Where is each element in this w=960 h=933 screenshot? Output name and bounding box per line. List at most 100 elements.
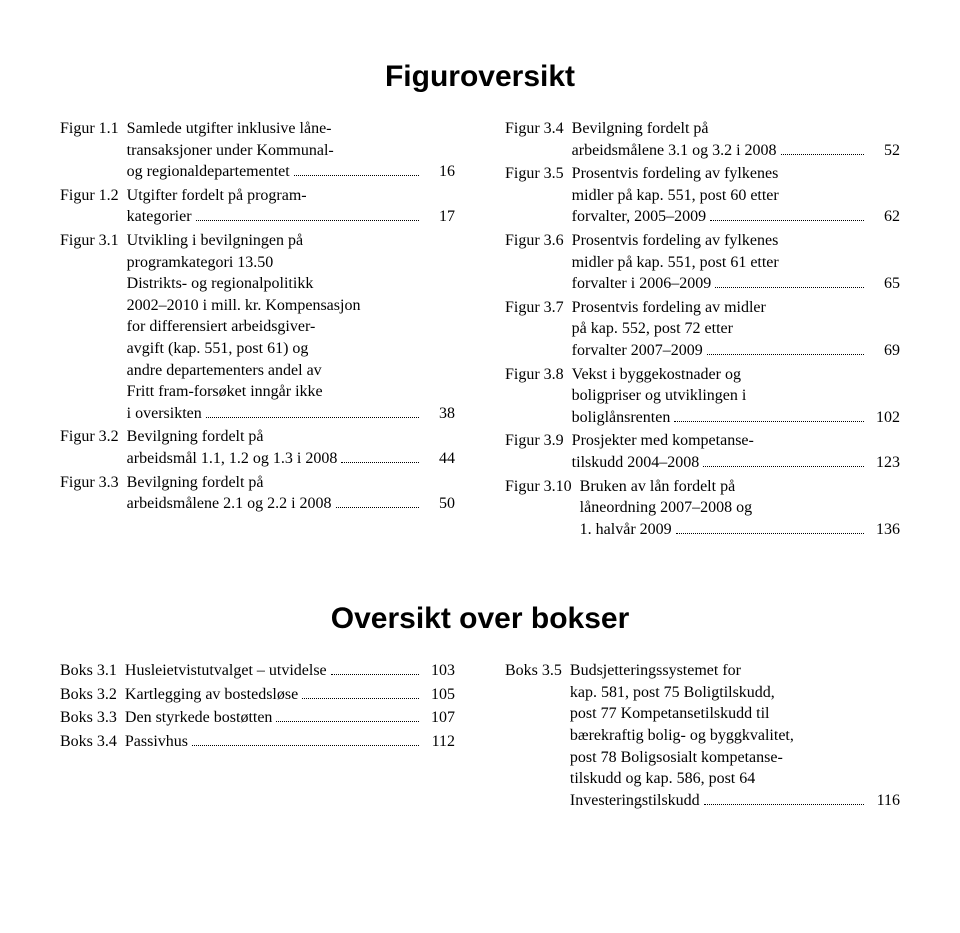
- toc-entry-title-last: tilskudd 2004–2008: [572, 452, 700, 474]
- toc-entry-page: 107: [423, 707, 455, 729]
- figur-section-title: Figuroversikt: [60, 60, 900, 94]
- boks-col-left: Boks 3.1Husleietvistutvalget – utvidelse…: [60, 660, 455, 813]
- toc-entry-title-last: Kartlegging av bostedsløse: [125, 684, 298, 706]
- toc-leader-dots: [331, 674, 419, 675]
- toc-entry-title-pre: Utgifter fordelt på program-: [127, 185, 455, 207]
- toc-entry: Figur 3.2Bevilgning fordelt påarbeidsmål…: [60, 426, 455, 469]
- toc-entry-page: 65: [868, 273, 900, 295]
- toc-entry: Figur 3.3Bevilgning fordelt påarbeidsmål…: [60, 472, 455, 515]
- toc-entry-title: Prosjekter med kompetanse-tilskudd 2004–…: [572, 430, 900, 473]
- toc-entry-label: Figur 3.5: [505, 163, 572, 185]
- toc-entry-page: 103: [423, 660, 455, 682]
- toc-entry: Figur 3.5Prosentvis fordeling av fylkene…: [505, 163, 900, 228]
- toc-entry-title: Utvikling i bevilgningen påprogramkatego…: [127, 230, 455, 424]
- toc-entry-label: Boks 3.5: [505, 660, 570, 682]
- toc-entry-page: 50: [423, 493, 455, 515]
- toc-entry-title-pre: Bevilgning fordelt på: [127, 472, 455, 494]
- toc-entry-title-last: kategorier: [127, 206, 192, 228]
- toc-entry-title-last: forvalter 2007–2009: [572, 340, 703, 362]
- toc-entry-title: Vekst i byggekostnader ogboligpriser og …: [572, 364, 900, 429]
- toc-entry-title: Bevilgning fordelt påarbeidsmål 1.1, 1.2…: [127, 426, 455, 469]
- toc-entry-page: 102: [868, 407, 900, 429]
- toc-entry-title-last: i oversikten: [127, 403, 202, 425]
- toc-entry: Figur 3.8Vekst i byggekostnader ogboligp…: [505, 364, 900, 429]
- toc-leader-dots: [715, 287, 864, 288]
- toc-leader-dots: [294, 175, 419, 176]
- toc-entry-title: Prosentvis fordeling av fylkenesmidler p…: [572, 163, 900, 228]
- toc-leader-dots: [676, 533, 864, 534]
- toc-entry-page: 16: [423, 161, 455, 183]
- toc-entry-title-last: Passivhus: [125, 731, 188, 753]
- toc-entry-label: Figur 3.6: [505, 230, 572, 252]
- toc-entry-title: Prosentvis fordeling av midlerpå kap. 55…: [572, 297, 900, 362]
- toc-entry-title-pre: Bevilgning fordelt på: [127, 426, 455, 448]
- toc-entry-title-pre: Vekst i byggekostnader ogboligpriser og …: [572, 364, 900, 407]
- toc-entry: Figur 3.9Prosjekter med kompetanse-tilsk…: [505, 430, 900, 473]
- toc-entry-page: 62: [868, 206, 900, 228]
- toc-entry: Figur 3.4Bevilgning fordelt påarbeidsmål…: [505, 118, 900, 161]
- toc-entry: Boks 3.3Den styrkede bostøtten 107: [60, 707, 455, 729]
- boks-col-right: Boks 3.5Budsjetteringssystemet forkap. 5…: [505, 660, 900, 813]
- toc-entry-title-last: arbeidsmålene 2.1 og 2.2 i 2008: [127, 493, 332, 515]
- toc-entry-title: Budsjetteringssystemet forkap. 581, post…: [570, 660, 900, 811]
- toc-entry-title: Utgifter fordelt på program-kategorier17: [127, 185, 455, 228]
- toc-entry-title-last: forvalter i 2006–2009: [572, 273, 712, 295]
- toc-entry-label: Boks 3.3: [60, 707, 125, 729]
- toc-entry-label: Figur 3.2: [60, 426, 127, 448]
- toc-entry-title-pre: Bevilgning fordelt på: [572, 118, 900, 140]
- figur-columns: Figur 1.1Samlede utgifter inklusive låne…: [60, 118, 900, 542]
- toc-leader-dots: [781, 154, 864, 155]
- toc-entry-title-last: Husleietvistutvalget – utvidelse: [125, 660, 327, 682]
- toc-entry-title-last: forvalter, 2005–2009: [572, 206, 706, 228]
- toc-entry-title-pre: Prosentvis fordeling av midlerpå kap. 55…: [572, 297, 900, 340]
- toc-entry-title: Den styrkede bostøtten 107: [125, 707, 455, 729]
- toc-entry-label: Boks 3.1: [60, 660, 125, 682]
- toc-entry: Boks 3.1Husleietvistutvalget – utvidelse…: [60, 660, 455, 682]
- toc-entry: Figur 1.2Utgifter fordelt på program-kat…: [60, 185, 455, 228]
- toc-entry-label: Figur 1.1: [60, 118, 127, 140]
- toc-entry-title-pre: Prosjekter med kompetanse-: [572, 430, 900, 452]
- toc-entry-title: Prosentvis fordeling av fylkenesmidler p…: [572, 230, 900, 295]
- toc-leader-dots: [704, 804, 864, 805]
- toc-entry-title-last: Investeringstilskudd: [570, 790, 700, 812]
- toc-entry-page: 112: [423, 731, 455, 753]
- toc-leader-dots: [276, 721, 419, 722]
- toc-entry-title-last: arbeidsmålene 3.1 og 3.2 i 2008: [572, 140, 777, 162]
- toc-entry-title-last: boliglånsrenten: [572, 407, 671, 429]
- toc-entry: Figur 3.7Prosentvis fordeling av midlerp…: [505, 297, 900, 362]
- toc-entry-label: Boks 3.2: [60, 684, 125, 706]
- toc-entry: Figur 1.1Samlede utgifter inklusive låne…: [60, 118, 455, 183]
- toc-entry-page: 69: [868, 340, 900, 362]
- toc-entry-title: Samlede utgifter inklusive låne-transaks…: [127, 118, 455, 183]
- toc-entry-page: 105: [423, 684, 455, 706]
- toc-leader-dots: [336, 507, 419, 508]
- boks-columns: Boks 3.1Husleietvistutvalget – utvidelse…: [60, 660, 900, 813]
- toc-entry-label: Figur 3.10: [505, 476, 580, 498]
- toc-entry-page: 44: [423, 448, 455, 470]
- toc-leader-dots: [341, 462, 419, 463]
- toc-entry: Figur 3.6Prosentvis fordeling av fylkene…: [505, 230, 900, 295]
- toc-entry-title: Bevilgning fordelt påarbeidsmålene 2.1 o…: [127, 472, 455, 515]
- toc-leader-dots: [674, 421, 864, 422]
- toc-leader-dots: [196, 220, 419, 221]
- toc-entry-title-last: og regionaldepartementet: [127, 161, 290, 183]
- figur-col-right: Figur 3.4Bevilgning fordelt påarbeidsmål…: [505, 118, 900, 542]
- toc-entry: Boks 3.2Kartlegging av bostedsløse 105: [60, 684, 455, 706]
- toc-entry-label: Figur 3.4: [505, 118, 572, 140]
- toc-leader-dots: [192, 745, 419, 746]
- toc-entry-title-pre: Samlede utgifter inklusive låne-transaks…: [127, 118, 455, 161]
- toc-entry-title-last: arbeidsmål 1.1, 1.2 og 1.3 i 2008: [127, 448, 338, 470]
- toc-leader-dots: [710, 220, 864, 221]
- toc-leader-dots: [703, 466, 864, 467]
- toc-leader-dots: [206, 417, 419, 418]
- toc-entry-title-last: Den styrkede bostøtten: [125, 707, 273, 729]
- toc-entry-page: 116: [868, 790, 900, 812]
- toc-entry: Boks 3.5Budsjetteringssystemet forkap. 5…: [505, 660, 900, 811]
- toc-entry-label: Figur 1.2: [60, 185, 127, 207]
- toc-entry-title-pre: Bruken av lån fordelt pålåneordning 2007…: [580, 476, 900, 519]
- toc-entry-title-pre: Prosentvis fordeling av fylkenesmidler p…: [572, 163, 900, 206]
- toc-entry-title-last: 1. halvår 2009: [580, 519, 672, 541]
- toc-entry-title-pre: Prosentvis fordeling av fylkenesmidler p…: [572, 230, 900, 273]
- toc-entry-page: 38: [423, 403, 455, 425]
- toc-entry-label: Figur 3.1: [60, 230, 127, 252]
